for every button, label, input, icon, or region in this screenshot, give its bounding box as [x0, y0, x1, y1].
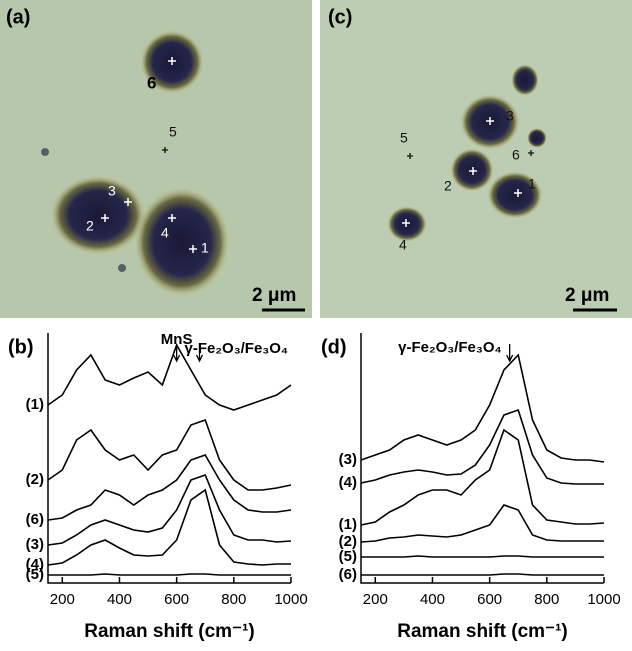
annotation: MnS: [161, 331, 193, 348]
panel-label: (b): [8, 336, 34, 358]
x-tick-label: 400: [107, 591, 132, 608]
spectrum: [360, 353, 605, 463]
marker-label: 1: [201, 240, 209, 256]
axis-frame: [360, 333, 604, 584]
annotation-arrow: [506, 344, 514, 363]
marker-label: 5: [400, 130, 408, 146]
series-label: (4): [339, 474, 357, 491]
x-tick-label: 800: [534, 591, 559, 608]
annotation-arrow: [195, 344, 204, 363]
spectrum: [47, 343, 292, 411]
panel-label: (d): [321, 336, 347, 358]
series-label: (1): [339, 516, 357, 533]
marker-label: 2: [86, 218, 94, 234]
marker-label: 5: [169, 124, 177, 140]
micrograph-a: (a) 6 5 3 2 4 1 2 μm: [0, 0, 312, 318]
spectrum: [360, 408, 604, 485]
series-label: (5): [26, 566, 44, 583]
marker-label: 4: [161, 225, 169, 241]
series-label: (2): [339, 533, 357, 550]
micrograph-c: (c) 3 6 5 2 1 4 2 μm: [320, 0, 632, 318]
series-label: (6): [26, 511, 44, 528]
axis-frame: [47, 333, 291, 584]
scale-bar-label: 2 μm: [565, 285, 609, 306]
annotation: γ-Fe₂O₃/Fe₃O₄: [398, 339, 502, 356]
series-label: (4): [26, 556, 44, 573]
spectrum: [361, 555, 604, 558]
series-label: (5): [339, 548, 357, 565]
scale-bar-label: 2 μm: [252, 285, 296, 306]
spectrum: [360, 504, 604, 543]
x-tick-label: 600: [477, 591, 502, 608]
spectrum: [47, 454, 292, 521]
x-axis-label: Raman shift (cm⁻¹): [397, 621, 568, 642]
marker-label: 3: [108, 183, 116, 199]
marker-label: 3: [506, 108, 514, 124]
spectrum: [47, 473, 292, 546]
marker-label: 6: [512, 147, 520, 163]
marker-label: 2: [444, 178, 452, 194]
annotation-arrow: [173, 344, 181, 363]
series-label: (3): [339, 451, 357, 468]
spectrum: [47, 488, 291, 566]
x-tick-label: 600: [164, 591, 189, 608]
series-label: (6): [339, 566, 357, 583]
x-axis-label: Raman shift (cm⁻¹): [84, 621, 255, 642]
marker-label: 1: [528, 176, 536, 192]
x-tick-label: 200: [363, 591, 388, 608]
spectrum: [48, 573, 291, 576]
series-label: (2): [26, 471, 44, 488]
spectrum: [361, 573, 604, 576]
marker-label: 6: [147, 73, 156, 92]
annotation: γ-Fe₂O₃/Fe₃O₄: [185, 340, 289, 357]
marker-label: 4: [399, 237, 407, 253]
x-tick-label: 800: [221, 591, 246, 608]
series-label: (1): [26, 396, 44, 413]
x-tick-label: 400: [420, 591, 445, 608]
spectrum: [47, 418, 292, 491]
x-tick-label: 1000: [274, 591, 307, 608]
x-tick-label: 1000: [587, 591, 620, 608]
panel-label: (a): [6, 6, 30, 28]
spectrum: [360, 428, 605, 526]
series-label: (3): [26, 536, 44, 553]
panel-label: (c): [328, 6, 352, 28]
x-tick-label: 200: [50, 591, 75, 608]
